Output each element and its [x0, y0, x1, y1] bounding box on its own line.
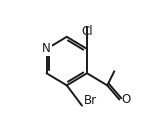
Text: Br: Br [84, 94, 97, 107]
Text: O: O [122, 93, 131, 106]
Text: Cl: Cl [81, 25, 93, 38]
Text: N: N [42, 43, 51, 55]
